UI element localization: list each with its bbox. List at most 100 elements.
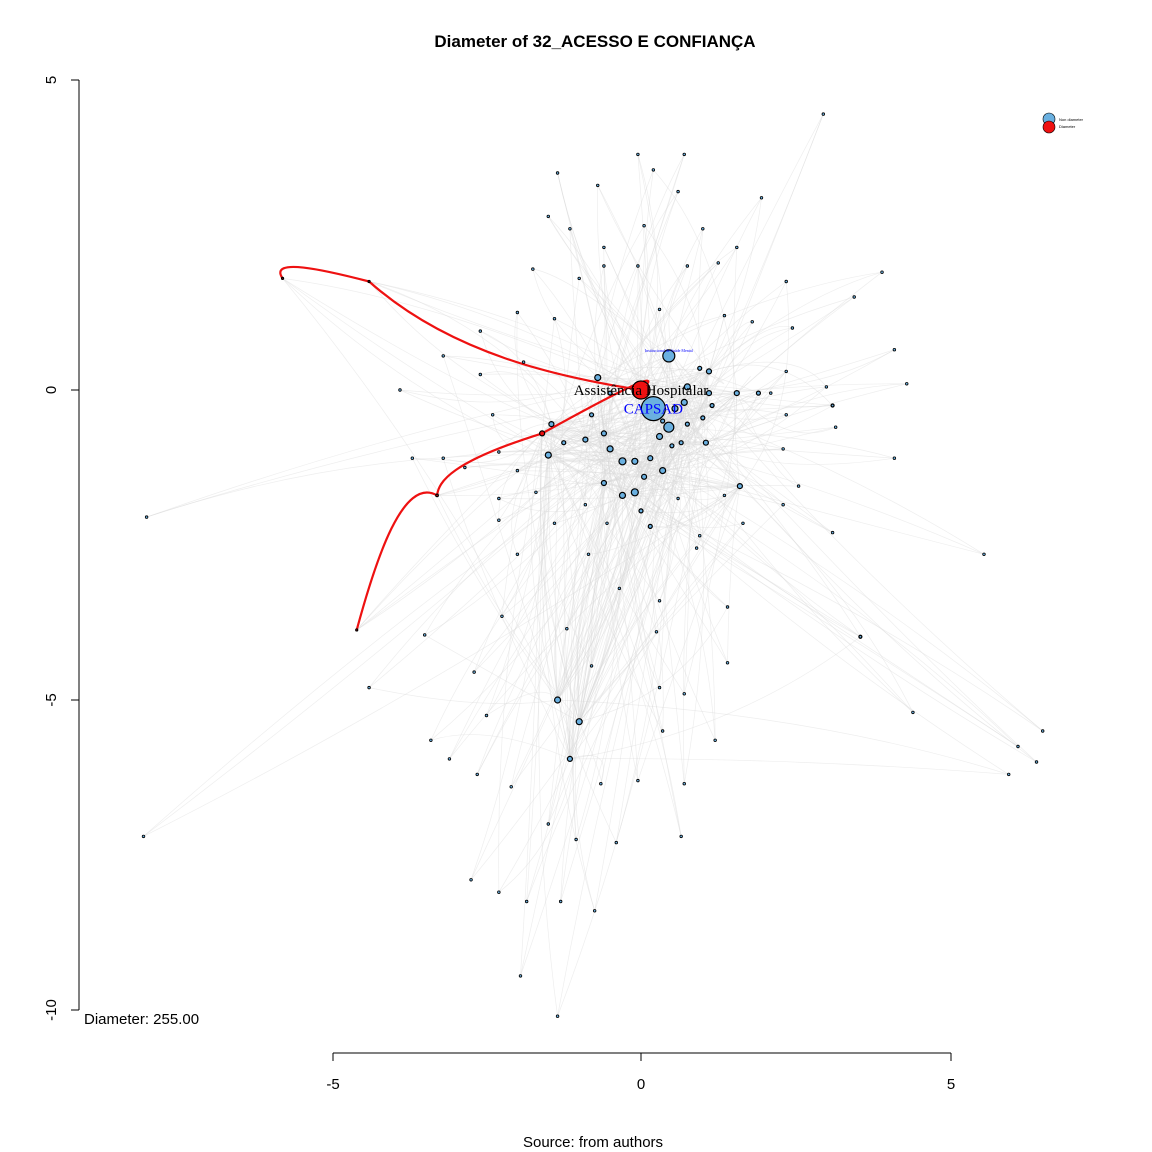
network-edge	[578, 492, 636, 722]
network-edge	[569, 393, 710, 760]
network-edge	[424, 482, 605, 636]
network-edge	[578, 523, 744, 722]
network-node	[638, 508, 644, 514]
network-edge	[548, 262, 719, 456]
network-edge	[682, 393, 710, 784]
network-edge	[668, 426, 693, 444]
network-edge	[637, 154, 658, 391]
network-edge	[557, 172, 623, 462]
network-edge	[585, 439, 728, 663]
network-node	[447, 757, 452, 761]
network-node	[698, 534, 702, 538]
node-label: Institucional de Saúde Mental	[645, 348, 694, 353]
network-edge	[578, 445, 673, 722]
network-edge	[569, 228, 623, 496]
network-edge	[282, 278, 642, 391]
network-edge	[662, 470, 914, 713]
network-node	[905, 382, 909, 386]
network-node	[630, 488, 639, 497]
network-edge	[548, 426, 836, 456]
network-edge	[702, 417, 717, 443]
network-edge	[548, 262, 719, 456]
network-node	[552, 521, 557, 525]
network-edge	[668, 355, 1043, 732]
network-edge	[510, 485, 741, 788]
network-edge	[668, 426, 741, 487]
network-edge	[473, 461, 623, 673]
network-edge	[557, 461, 636, 701]
y-axis: 5 0 -5 -10	[43, 76, 80, 1021]
network-edge	[548, 371, 710, 456]
network-node	[478, 372, 483, 377]
edge-layer	[143, 113, 1043, 1017]
network-edge	[146, 386, 688, 518]
network-node	[607, 390, 613, 396]
network-edge	[548, 454, 608, 524]
network-edge	[498, 422, 605, 453]
network-edge	[609, 392, 651, 459]
network-node	[657, 307, 662, 312]
network-node	[679, 834, 683, 839]
network-node	[497, 496, 501, 501]
network-edge	[708, 321, 753, 372]
network-node	[600, 430, 608, 437]
network-edge	[498, 491, 635, 513]
network-edge	[640, 349, 895, 393]
network-node	[750, 320, 754, 324]
network-edge	[578, 371, 787, 722]
network-edge	[705, 442, 895, 465]
network-edge	[653, 281, 787, 409]
network-edge	[551, 368, 710, 425]
network-edge	[578, 389, 642, 722]
network-edge	[539, 433, 592, 667]
network-edge	[585, 439, 1009, 775]
legend-label: Non diameter	[1059, 117, 1084, 122]
network-edge	[551, 386, 688, 425]
network-edge	[542, 433, 895, 459]
network-edge	[577, 357, 598, 378]
network-edge	[578, 461, 623, 722]
network-edge	[547, 455, 663, 732]
network-node	[565, 627, 569, 631]
network-edge	[615, 386, 688, 843]
network-edge	[659, 386, 688, 688]
network-edge	[696, 393, 738, 549]
network-node	[546, 214, 550, 219]
network-edge	[650, 392, 738, 459]
network-edge	[668, 355, 682, 447]
network-node	[784, 413, 788, 417]
network-edge	[597, 377, 663, 732]
network-edge	[622, 495, 664, 732]
network-edge	[566, 392, 738, 629]
network-edge	[541, 403, 676, 434]
network-edge	[369, 281, 685, 403]
network-node	[642, 223, 646, 228]
network-edge	[683, 386, 704, 784]
network-edge	[535, 371, 710, 493]
network-edge	[443, 450, 623, 462]
network-edge	[554, 392, 738, 524]
network-edge	[634, 392, 710, 493]
network-edge	[603, 191, 679, 484]
network-edge	[578, 113, 824, 722]
network-edge	[399, 371, 710, 396]
network-edge	[662, 470, 861, 638]
network-edge	[578, 315, 725, 722]
network-edge	[368, 281, 651, 459]
network-edge	[542, 455, 580, 722]
network-edge	[643, 371, 710, 477]
network-edge	[492, 414, 651, 459]
network-edge	[640, 228, 704, 391]
network-edge	[609, 448, 1019, 747]
network-node	[694, 546, 699, 550]
network-node	[671, 405, 679, 413]
network-edge	[603, 475, 740, 487]
network-node	[594, 374, 602, 382]
network-node	[441, 456, 445, 460]
network-edge	[634, 475, 679, 499]
network-node	[676, 496, 680, 501]
network-node	[880, 270, 884, 274]
diameter-node	[355, 628, 359, 632]
network-edge	[540, 433, 595, 911]
network-edge	[541, 433, 682, 837]
